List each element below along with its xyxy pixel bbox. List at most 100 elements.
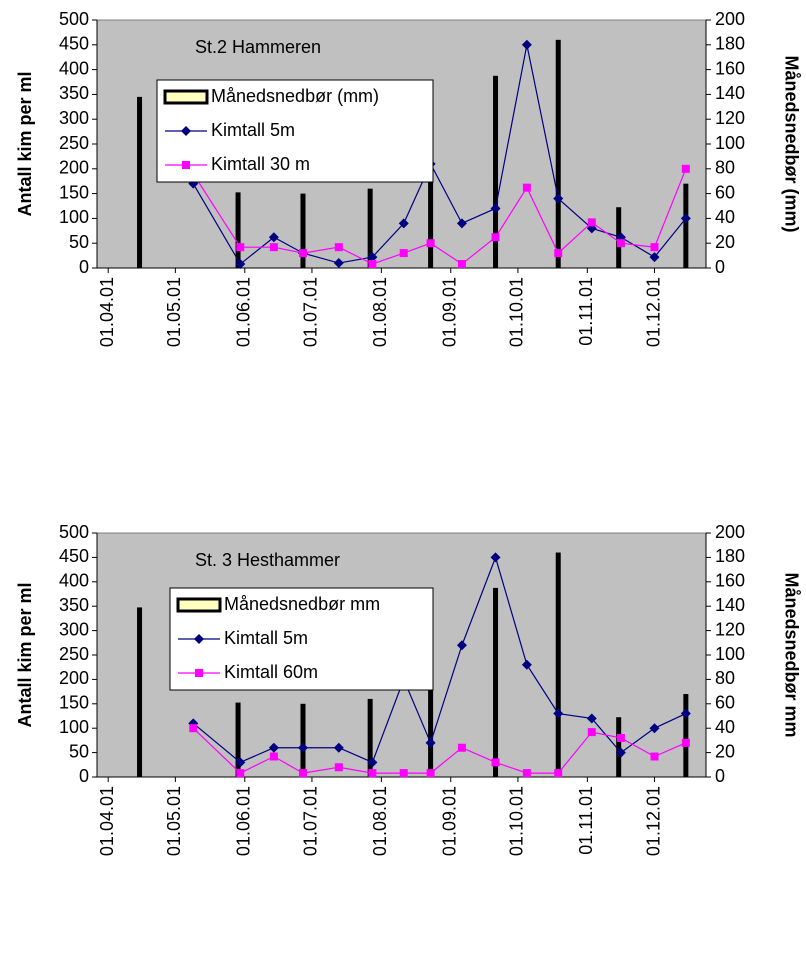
marker: [680, 213, 691, 224]
x-tick-label: 01.08.01: [370, 786, 390, 856]
marker: [298, 769, 307, 778]
marker: [268, 742, 279, 753]
chart: 0 50 100 150 200 250 300 350 400 450 500 0 20 40 60 80 1…: [15, 522, 802, 856]
x-tick-label: 01.11.01: [576, 277, 596, 346]
y-tick-label: 150: [59, 182, 89, 202]
y-tick-label: 250: [59, 133, 89, 153]
legend-swatch: [176, 597, 222, 613]
y2-tick-label: 200: [715, 522, 745, 542]
marker: [650, 752, 659, 761]
marker: [457, 743, 466, 752]
marker: [650, 243, 659, 252]
x-tick-label: 01.05.01: [164, 786, 184, 856]
marker: [456, 218, 467, 229]
legend-marker: [195, 669, 203, 677]
y2-tick-label: 0: [715, 766, 725, 786]
bar: [300, 703, 306, 777]
y-axis-title: Antall kim per ml: [15, 582, 35, 727]
marker: [587, 218, 596, 227]
marker: [235, 757, 246, 768]
marker: [681, 738, 690, 747]
y-tick-label: 100: [59, 207, 89, 227]
bar: [137, 607, 143, 777]
y2-tick-label: 120: [715, 619, 745, 639]
y2-axis-title: Månedsnedbør (mm): [781, 55, 801, 232]
legend-marker: [194, 634, 204, 644]
chart: 0 50 100 150 200 250 300 350 400 450 500 0 20 40 60 80 1…: [15, 9, 802, 347]
y-tick-label: 500: [59, 9, 89, 29]
x-tick-label: 01.06.01: [234, 277, 254, 347]
y-tick-label: 100: [59, 717, 89, 737]
bar: [493, 75, 499, 268]
bar: [367, 188, 373, 268]
bar: [616, 717, 622, 777]
marker: [399, 249, 408, 258]
marker: [368, 260, 377, 269]
marker: [298, 249, 307, 258]
y-tick-label: 200: [59, 158, 89, 178]
y2-tick-label: 40: [715, 207, 735, 227]
y-tick-label: 200: [59, 668, 89, 688]
marker: [367, 252, 378, 263]
x-tick-label: 01.08.01: [370, 277, 390, 347]
bar: [428, 655, 434, 777]
legend-swatch: [163, 89, 209, 105]
y-tick-label: 350: [59, 83, 89, 103]
marker: [268, 232, 279, 243]
marker: [457, 260, 466, 269]
y2-tick-label: 60: [715, 182, 735, 202]
y2-tick-label: 60: [715, 693, 735, 713]
marker: [490, 203, 501, 214]
bar: [555, 552, 561, 777]
bar: [235, 702, 241, 777]
y2-tick-label: 0: [715, 257, 725, 277]
y2-tick-label: 200: [715, 9, 745, 29]
x-tick-label: 01.04.01: [97, 277, 117, 347]
y2-tick-label: 100: [715, 133, 745, 153]
marker: [426, 769, 435, 778]
marker: [680, 708, 691, 719]
marker: [681, 164, 690, 173]
y-axis-title: Antall kim per ml: [15, 71, 35, 216]
marker: [553, 193, 564, 204]
y-tick-label: 0: [79, 257, 89, 277]
marker: [269, 243, 278, 252]
marker: [399, 769, 408, 778]
marker: [236, 769, 245, 778]
marker: [521, 659, 532, 670]
x-tick-label: 01.05.01: [164, 277, 184, 347]
bar: [428, 144, 434, 268]
y-tick-label: 150: [59, 693, 89, 713]
x-tick-label: 01.07.01: [301, 786, 321, 856]
marker: [587, 728, 596, 737]
line: [192, 727, 687, 774]
marker: [333, 742, 344, 753]
marker: [491, 233, 500, 242]
marker: [398, 218, 409, 229]
bar: [683, 183, 689, 268]
marker: [333, 258, 344, 269]
x-tick-label: 01.12.01: [643, 277, 663, 347]
marker: [236, 243, 245, 252]
y2-tick-label: 160: [715, 58, 745, 78]
bar: [555, 39, 561, 269]
legend-marker: [181, 126, 191, 136]
y-tick-label: 50: [69, 741, 89, 761]
y-tick-label: 50: [69, 232, 89, 252]
marker: [649, 723, 660, 734]
marker: [235, 259, 246, 270]
marker: [334, 243, 343, 252]
bar: [367, 698, 373, 777]
marker: [521, 39, 532, 50]
legend-label: Månedsnedbør (mm): [211, 86, 379, 106]
x-tick-label: 01.10.01: [507, 277, 527, 347]
y2-tick-label: 20: [715, 741, 735, 761]
legend-label: Kimtall 30 m: [211, 154, 310, 174]
marker: [522, 183, 531, 192]
bar: [493, 587, 499, 777]
bar: [300, 193, 306, 268]
legend-marker: [182, 161, 190, 169]
marker: [189, 724, 198, 733]
x-tick-label: 01.07.01: [301, 277, 321, 347]
y2-axis-title: Månedsnedbør mm: [781, 572, 801, 737]
